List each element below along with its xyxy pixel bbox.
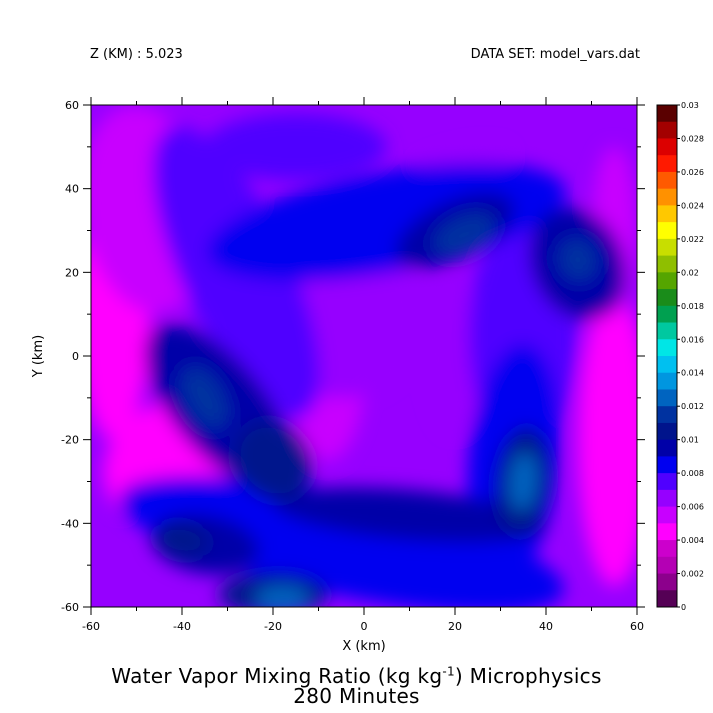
colorbar-swatch	[657, 372, 677, 390]
colorbar-swatch	[657, 155, 677, 173]
y-tick-label: 60	[65, 99, 79, 112]
colorbar-swatch	[657, 406, 677, 424]
colorbar-swatch	[657, 171, 677, 190]
x-tick-label: 60	[630, 620, 644, 633]
colorbar-swatch	[657, 439, 677, 457]
colorbar-label: 0.008	[681, 469, 704, 478]
colorbar-label: 0.02	[681, 268, 699, 277]
colorbar-swatch	[657, 422, 677, 441]
colorbar-frame	[656, 104, 678, 608]
y-tick-label: 20	[65, 266, 79, 279]
field-contour-region	[254, 586, 310, 607]
chart-subtitle: 280 Minutes	[293, 684, 420, 708]
x-tick-label: 0	[361, 620, 368, 633]
y-tick-label: 40	[65, 183, 79, 196]
y-tick-label: -20	[61, 434, 79, 447]
chart-title-exponent: -1	[442, 664, 455, 679]
field-contour-region	[154, 522, 210, 558]
chart-title-suffix: ) Microphysics	[454, 664, 602, 688]
field-contour-region	[234, 420, 312, 501]
field-contour-region	[427, 280, 483, 432]
colorbar-label: 0	[681, 603, 686, 612]
colorbar-swatch	[657, 255, 677, 273]
field-contour-region	[273, 487, 546, 543]
colorbar: 0.03 0.028 0.026 0.024 0.022 0.02 0.018 0.016 0.…	[656, 101, 704, 612]
axes: -60 -40 -20 0 20 40 60 60 40 20 0 -20 -40 -60	[61, 97, 645, 633]
field-contour-region	[559, 239, 597, 281]
colorbar-swatch	[657, 590, 677, 608]
colorbar-label: 0.01	[681, 436, 699, 445]
colorbar-swatch	[657, 121, 677, 139]
colorbar-swatch	[657, 305, 677, 323]
x-tick-label: -40	[173, 620, 191, 633]
contour-field	[91, 105, 637, 607]
colorbar-swatch	[657, 556, 677, 574]
colorbar-swatch	[657, 489, 677, 507]
colorbar-swatch	[657, 339, 677, 357]
y-axis-label: Y (km)	[31, 335, 46, 378]
x-tick-label: 40	[539, 620, 553, 633]
colorbar-label: 0.024	[681, 201, 704, 210]
colorbar-label: 0.018	[681, 302, 704, 311]
field-shapes	[91, 105, 637, 607]
colorbar-label: 0.004	[681, 536, 704, 545]
chart-title-prefix: Water Vapor Mixing Ratio (kg kg	[111, 664, 443, 688]
colorbar-label: 0.002	[681, 570, 704, 579]
colorbar-label: 0.014	[681, 369, 704, 378]
colorbar-swatch	[657, 289, 677, 307]
y-tick-label: -60	[61, 601, 79, 614]
x-tick-label: -20	[264, 620, 282, 633]
colorbar-label: 0.028	[681, 134, 704, 143]
x-tick-label: 20	[448, 620, 462, 633]
colorbar-swatch	[657, 205, 677, 223]
colorbar-label: 0.026	[681, 168, 704, 177]
x-tick-label: -60	[82, 620, 100, 633]
colorbar-swatch	[657, 105, 677, 123]
dataset-label: DATA SET: model_vars.dat	[470, 47, 640, 62]
field-contour-region	[204, 113, 387, 181]
colorbar-label: 0.03	[681, 101, 699, 110]
colorbar-swatch	[657, 456, 677, 474]
colorbar-swatch	[657, 573, 677, 591]
colorbar-swatch	[657, 389, 677, 407]
colorbar-label: 0.022	[681, 235, 704, 244]
field-contour-region	[181, 367, 228, 429]
field-contour-region	[509, 452, 538, 511]
colorbar-swatch	[657, 473, 677, 491]
colorbar-swatch	[657, 523, 677, 541]
colorbar-swatch	[657, 222, 677, 240]
field-layers	[91, 105, 637, 607]
colorbar-swatch	[657, 506, 677, 524]
colorbar-swatch	[657, 138, 677, 156]
colorbar-label: 0.006	[681, 503, 704, 512]
x-axis-label: X (km)	[342, 639, 385, 654]
colorbar-swatch	[657, 540, 677, 558]
chart-title: Water Vapor Mixing Ratio (kg kg-1) Micro…	[0, 664, 713, 688]
colorbar-swatch	[657, 356, 677, 374]
colorbar-swatch	[657, 188, 677, 206]
colorbar-label: 0.016	[681, 335, 704, 344]
colorbar-label: 0.012	[681, 402, 704, 411]
y-tick-label: 0	[72, 350, 79, 363]
field-contour-region	[118, 476, 565, 607]
field-contour-region	[577, 293, 637, 587]
colorbar-swatch	[657, 238, 677, 256]
y-tick-label: -40	[61, 517, 79, 530]
colorbar-swatch	[657, 272, 677, 290]
field-contour-region	[434, 214, 494, 255]
z-level-label: Z (KM) : 5.023	[90, 47, 183, 62]
colorbar-swatch	[657, 322, 677, 340]
